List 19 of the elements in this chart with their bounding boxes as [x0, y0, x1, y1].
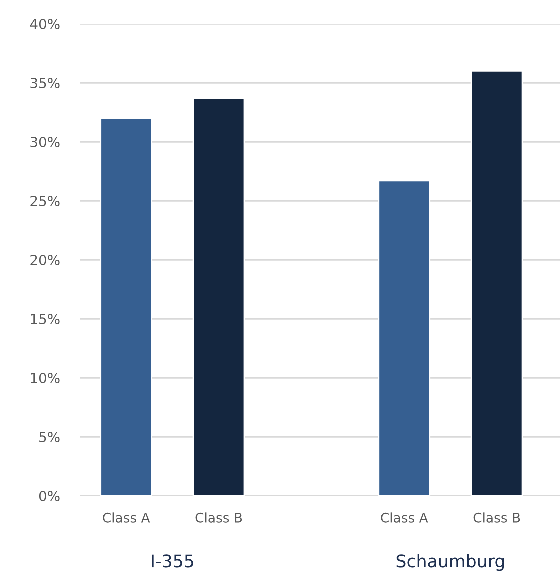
y-tick-label: 20% — [30, 254, 60, 266]
y-tick-label: 40% — [30, 18, 60, 30]
x-tick-label: Class A — [103, 512, 150, 523]
bar — [192, 98, 246, 496]
x-tick-label: Class B — [196, 512, 242, 523]
text: I-355 — [152, 554, 194, 568]
bar — [100, 118, 153, 496]
y-tick-label: 5% — [40, 432, 60, 442]
bar — [378, 180, 431, 496]
y-tick-label: 15% — [31, 314, 60, 324]
x-tick-label: Class A — [381, 512, 428, 523]
y-tick-label: 25% — [30, 196, 60, 206]
x-tick-label: Class B — [474, 512, 520, 523]
bar — [470, 70, 524, 496]
y-tick-label: 0% — [39, 490, 60, 502]
y-tick-label: 30% — [30, 136, 60, 148]
y-tick-label: 10% — [31, 372, 60, 384]
text: Schaumburg — [396, 554, 504, 572]
y-tick-label: 35% — [30, 78, 60, 88]
